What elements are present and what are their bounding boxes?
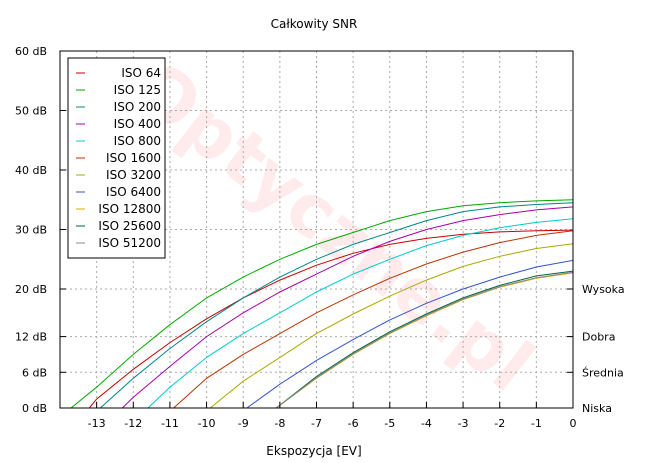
series-line — [99, 202, 574, 409]
series-line — [173, 230, 574, 409]
legend-label: ISO 64 — [121, 66, 161, 80]
watermark: Optyczne.pl — [117, 44, 549, 407]
y2-tick-label: Średnia — [582, 366, 624, 379]
legend-label: ISO 25600 — [98, 219, 161, 233]
x-axis-label: Ekspozycja [EV] — [266, 444, 361, 458]
series-line — [246, 259, 574, 409]
y-tick-label: 60 dB — [15, 45, 47, 58]
y-tick-label: 12 dB — [15, 331, 47, 344]
series-line — [147, 218, 574, 409]
y2-tick-label: Niska — [582, 402, 612, 415]
series-lines — [70, 199, 574, 409]
y-tick-label: 0 dB — [22, 402, 47, 415]
y-tick-label: 30 dB — [15, 224, 47, 237]
y-tick-label: 6 dB — [22, 366, 47, 379]
legend-label: ISO 6400 — [106, 185, 161, 199]
x-tick-label: 0 — [570, 417, 577, 430]
legend-label: ISO 12800 — [98, 202, 161, 216]
series-line — [275, 271, 574, 409]
legend-label: ISO 1600 — [106, 151, 161, 165]
y-ticks: 0 dB 6 dB 12 dB 20 dB 30 dB 40 dB 50 dB 60 dB — [15, 45, 66, 415]
y2-ticks: Niska Średnia Dobra Wysoka — [567, 283, 625, 415]
y2-tick-label: Wysoka — [582, 283, 625, 296]
legend-label: ISO 200 — [114, 100, 161, 114]
x-tick-label: -6 — [348, 417, 359, 430]
y-tick-label: 50 dB — [15, 105, 47, 118]
x-ticks: -13 -12 -11 -10 -9 -8 -7 -6 -5 -4 -3 -2 -1 0 — [88, 402, 577, 430]
legend-label: ISO 400 — [114, 117, 161, 131]
series-line — [70, 199, 574, 409]
x-tick-label: -9 — [238, 417, 249, 430]
y-tick-label: 40 dB — [15, 164, 47, 177]
x-tick-label: -4 — [421, 417, 432, 430]
series-line — [275, 270, 574, 409]
series-line — [121, 206, 574, 409]
x-tick-label: -7 — [311, 417, 322, 430]
series-line — [209, 243, 574, 409]
x-tick-label: -5 — [384, 417, 395, 430]
x-tick-label: -3 — [458, 417, 469, 430]
y2-tick-label: Dobra — [582, 331, 615, 344]
series-line — [88, 229, 574, 409]
x-tick-label: -1 — [531, 417, 542, 430]
y-tick-label: 20 dB — [15, 283, 47, 296]
x-tick-label: -10 — [198, 417, 216, 430]
x-tick-label: -11 — [161, 417, 179, 430]
watermark-text: Optyczne.pl — [117, 44, 549, 407]
legend-label: ISO 3200 — [106, 168, 161, 182]
legend-label: ISO 125 — [114, 83, 161, 97]
x-tick-label: -12 — [124, 417, 142, 430]
chart-title: Całkowity SNR — [271, 17, 358, 31]
legend: ISO 64 ISO 125 ISO 200 ISO 400 ISO 800 ISO 16… — [67, 57, 166, 259]
x-tick-label: -8 — [274, 417, 285, 430]
legend-label: ISO 51200 — [98, 236, 161, 250]
legend-label: ISO 800 — [114, 134, 161, 148]
x-tick-label: -13 — [88, 417, 106, 430]
legend-box — [67, 57, 166, 259]
x-tick-label: -2 — [494, 417, 505, 430]
